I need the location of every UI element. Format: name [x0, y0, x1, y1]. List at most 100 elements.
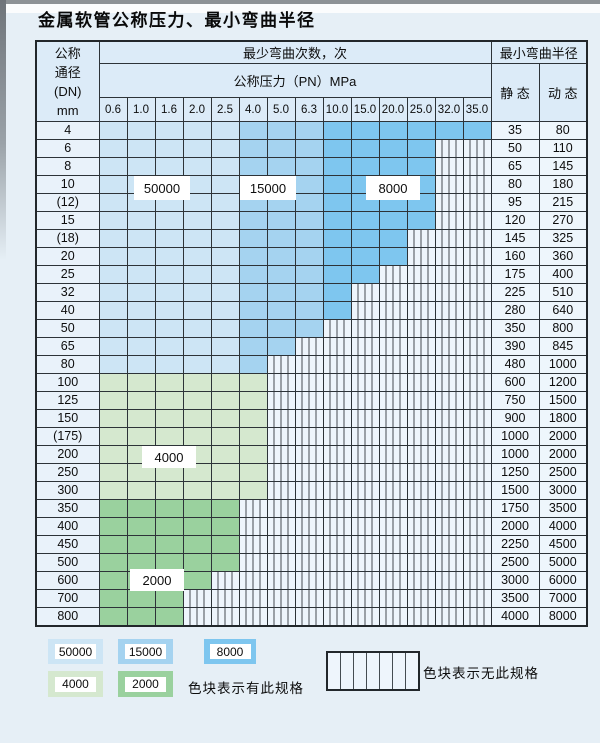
table-row: 15 120 270	[35, 211, 588, 230]
spec-cell	[378, 247, 408, 266]
dn-cell: 450	[35, 535, 100, 554]
no-spec-cell	[182, 589, 212, 608]
no-spec-cell	[350, 463, 380, 482]
spec-cell	[266, 283, 296, 302]
no-spec-cell	[406, 427, 436, 446]
spec-cell	[350, 121, 380, 140]
static-radius-cell: 4000	[490, 607, 540, 627]
spec-cell	[238, 337, 268, 356]
dynamic-radius-cell: 845	[538, 337, 588, 356]
legend-has-spec-text: 色块表示有此规格	[188, 681, 304, 696]
no-spec-cell	[238, 535, 268, 554]
spec-cell	[210, 337, 240, 356]
spec-cell	[210, 445, 240, 464]
spec-cell	[126, 355, 156, 374]
pressure-col-label: 35.0	[462, 97, 492, 122]
spec-cell	[210, 265, 240, 284]
no-spec-cell	[434, 283, 464, 302]
no-spec-cell	[406, 481, 436, 500]
spec-cell	[98, 535, 128, 554]
spec-cell	[322, 175, 352, 194]
table-row: 800 4000 8000	[35, 607, 588, 627]
no-spec-cell	[434, 355, 464, 374]
table-row: 200 1000 2000	[35, 445, 588, 464]
pressure-col-label: 1.0	[126, 97, 156, 122]
spec-cell	[126, 607, 156, 627]
bend-times-header: 最少弯曲次数，次	[98, 40, 492, 64]
static-radius-cell: 2250	[490, 535, 540, 554]
no-spec-cell	[378, 589, 408, 608]
no-spec-cell	[378, 337, 408, 356]
spec-cell	[322, 121, 352, 140]
spec-cell	[210, 211, 240, 230]
spec-cell	[266, 337, 296, 356]
table-row: 32 225 510	[35, 283, 588, 302]
spec-cell	[210, 481, 240, 500]
no-spec-cell	[434, 391, 464, 410]
no-spec-cell	[210, 571, 240, 590]
spec-cell	[126, 301, 156, 320]
spec-cell	[294, 175, 324, 194]
page-edge-left	[0, 0, 6, 260]
dn-cell: 10	[35, 175, 100, 194]
spec-cell	[182, 265, 212, 284]
no-spec-cell	[350, 409, 380, 428]
no-spec-cell	[378, 373, 408, 392]
no-spec-cell	[462, 463, 492, 482]
spec-cell	[210, 391, 240, 410]
no-spec-cell	[210, 607, 240, 627]
radius-header: 最小弯曲半径	[490, 40, 588, 64]
no-spec-cell	[266, 409, 296, 428]
no-spec-cell	[378, 265, 408, 284]
zone-count-label: 4000	[142, 446, 196, 468]
spec-cell	[322, 211, 352, 230]
spec-cell	[182, 247, 212, 266]
legend-chip-label: 8000	[209, 644, 251, 659]
spec-cell	[126, 139, 156, 158]
spec-cell	[154, 337, 184, 356]
dn-cell: 400	[35, 517, 100, 536]
pressure-header: 公称压力（PN）MPa	[98, 63, 492, 98]
table-row: 65 390 845	[35, 337, 588, 356]
no-spec-cell	[294, 517, 324, 536]
no-spec-cell	[462, 247, 492, 266]
spec-cell	[182, 373, 212, 392]
spec-cell	[154, 553, 184, 572]
no-spec-cell	[462, 391, 492, 410]
spec-cell	[378, 139, 408, 158]
dn-cell: 500	[35, 553, 100, 572]
dynamic-radius-cell: 325	[538, 229, 588, 248]
no-spec-cell	[350, 607, 380, 627]
no-spec-cell	[462, 427, 492, 446]
spec-cell	[294, 121, 324, 140]
no-spec-cell	[434, 553, 464, 572]
spec-cell	[350, 211, 380, 230]
spec-cell	[154, 607, 184, 627]
no-spec-cell	[462, 139, 492, 158]
static-radius-cell: 1000	[490, 445, 540, 464]
table-row: 500 2500 5000	[35, 553, 588, 572]
dn-cell: (12)	[35, 193, 100, 212]
zone-count-label: 50000	[134, 176, 190, 200]
spec-cell	[154, 355, 184, 374]
dn-cell: 20	[35, 247, 100, 266]
spec-cell	[266, 247, 296, 266]
spec-cell	[294, 265, 324, 284]
no-spec-cell	[294, 427, 324, 446]
dynamic-radius-cell: 80	[538, 121, 588, 140]
dynamic-radius-cell: 2500	[538, 463, 588, 482]
no-spec-cell	[434, 175, 464, 194]
no-spec-cell	[294, 355, 324, 374]
dynamic-radius-cell: 4500	[538, 535, 588, 554]
dn-cell: 8	[35, 157, 100, 176]
spec-cell	[434, 121, 464, 140]
no-spec-cell	[434, 247, 464, 266]
spec-cell	[294, 319, 324, 338]
spec-cell	[98, 391, 128, 410]
no-spec-cell	[434, 535, 464, 554]
no-spec-cell	[378, 517, 408, 536]
spec-cell	[350, 247, 380, 266]
dynamic-radius-cell: 1500	[538, 391, 588, 410]
legend-chip-label: 50000	[55, 644, 96, 659]
no-spec-cell	[378, 319, 408, 338]
